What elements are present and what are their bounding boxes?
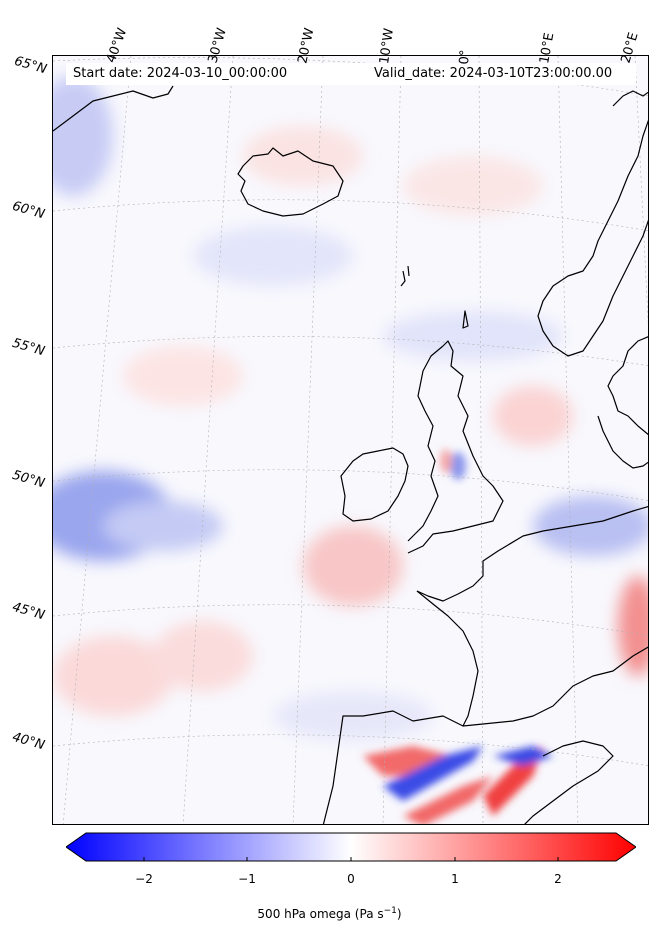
- lat-label: 65°N: [12, 53, 49, 78]
- omega-patch: [103, 501, 223, 551]
- lat-label: 60°N: [10, 198, 47, 223]
- omega-patch: [53, 76, 113, 196]
- omega-patch: [403, 156, 543, 216]
- omega-patch: [383, 311, 563, 361]
- coastlines: [53, 85, 648, 824]
- colorbar-title: 500 hPa omega (Pa s−1): [0, 906, 659, 921]
- colorbar-title-exponent: −1: [383, 906, 397, 916]
- colorbar-title-close: ): [396, 907, 402, 921]
- omega-patch: [450, 452, 466, 480]
- omega-patch: [123, 346, 243, 406]
- meridian-line: [557, 56, 579, 824]
- omega-patch: [493, 746, 553, 766]
- title-strip: [66, 63, 636, 85]
- iberia-coast: [322, 646, 648, 824]
- meridian-line: [292, 56, 324, 824]
- lat-label: 50°N: [10, 467, 47, 492]
- colorbar-title-main: 500 hPa omega (Pa s: [257, 907, 384, 921]
- lat-label: 55°N: [10, 335, 47, 360]
- baltic-coast: [597, 415, 648, 469]
- france-west-coast: [416, 590, 479, 727]
- omega-patch: [493, 386, 573, 446]
- meridian-line: [382, 56, 402, 824]
- colorbar-tick-label: −2: [135, 872, 153, 886]
- lat-label: 45°N: [10, 599, 47, 624]
- lowlands-coast: [542, 505, 648, 532]
- colorbar-body: [66, 832, 636, 862]
- omega-patch: [243, 126, 363, 186]
- omega-patch: [403, 776, 493, 824]
- omega-field: [53, 76, 648, 741]
- omega-patch: [153, 621, 253, 691]
- lat-label: 40°N: [10, 729, 47, 754]
- colorbar: [66, 832, 636, 862]
- meridian-line: [182, 56, 234, 824]
- britain-west-coast: [407, 345, 444, 542]
- colorbar-tick-label: −1: [238, 872, 256, 886]
- omega-patch: [440, 449, 452, 473]
- colorbar-tick-label: 1: [451, 872, 459, 886]
- britain-east-coast: [407, 340, 504, 554]
- greenland-coast: [53, 85, 174, 132]
- omega-patch: [53, 636, 173, 716]
- map-svg: [53, 56, 648, 824]
- lon-label: 0°: [457, 49, 474, 65]
- meridian-line: [62, 56, 132, 824]
- denmark-coast: [607, 336, 648, 436]
- start-date-label: Start date: 2024-03-10_00:00:00: [73, 66, 288, 81]
- omega-patch: [193, 226, 353, 286]
- meridian-line: [478, 56, 484, 824]
- scandinavia-coast: [537, 119, 648, 357]
- colorbar-tick-label: 0: [347, 872, 355, 886]
- iberia-east-coast: [524, 740, 614, 824]
- omega-field-fine: [363, 449, 553, 824]
- ireland-coast: [340, 447, 409, 522]
- faroe-coast: [400, 265, 410, 287]
- graticule: [53, 56, 648, 824]
- france-north-coast: [416, 530, 544, 602]
- iceland-coast: [237, 147, 344, 217]
- shetland-coast: [462, 310, 469, 329]
- omega-patch: [303, 526, 403, 606]
- valid-date-label: Valid_date: 2024-03-10T23:00:00.00: [374, 66, 613, 81]
- omega-patch: [383, 746, 483, 801]
- norway-north-coast: [612, 90, 648, 107]
- omega-patch: [533, 496, 648, 556]
- map-panel: [52, 55, 649, 825]
- colorbar-tick-label: 2: [554, 872, 562, 886]
